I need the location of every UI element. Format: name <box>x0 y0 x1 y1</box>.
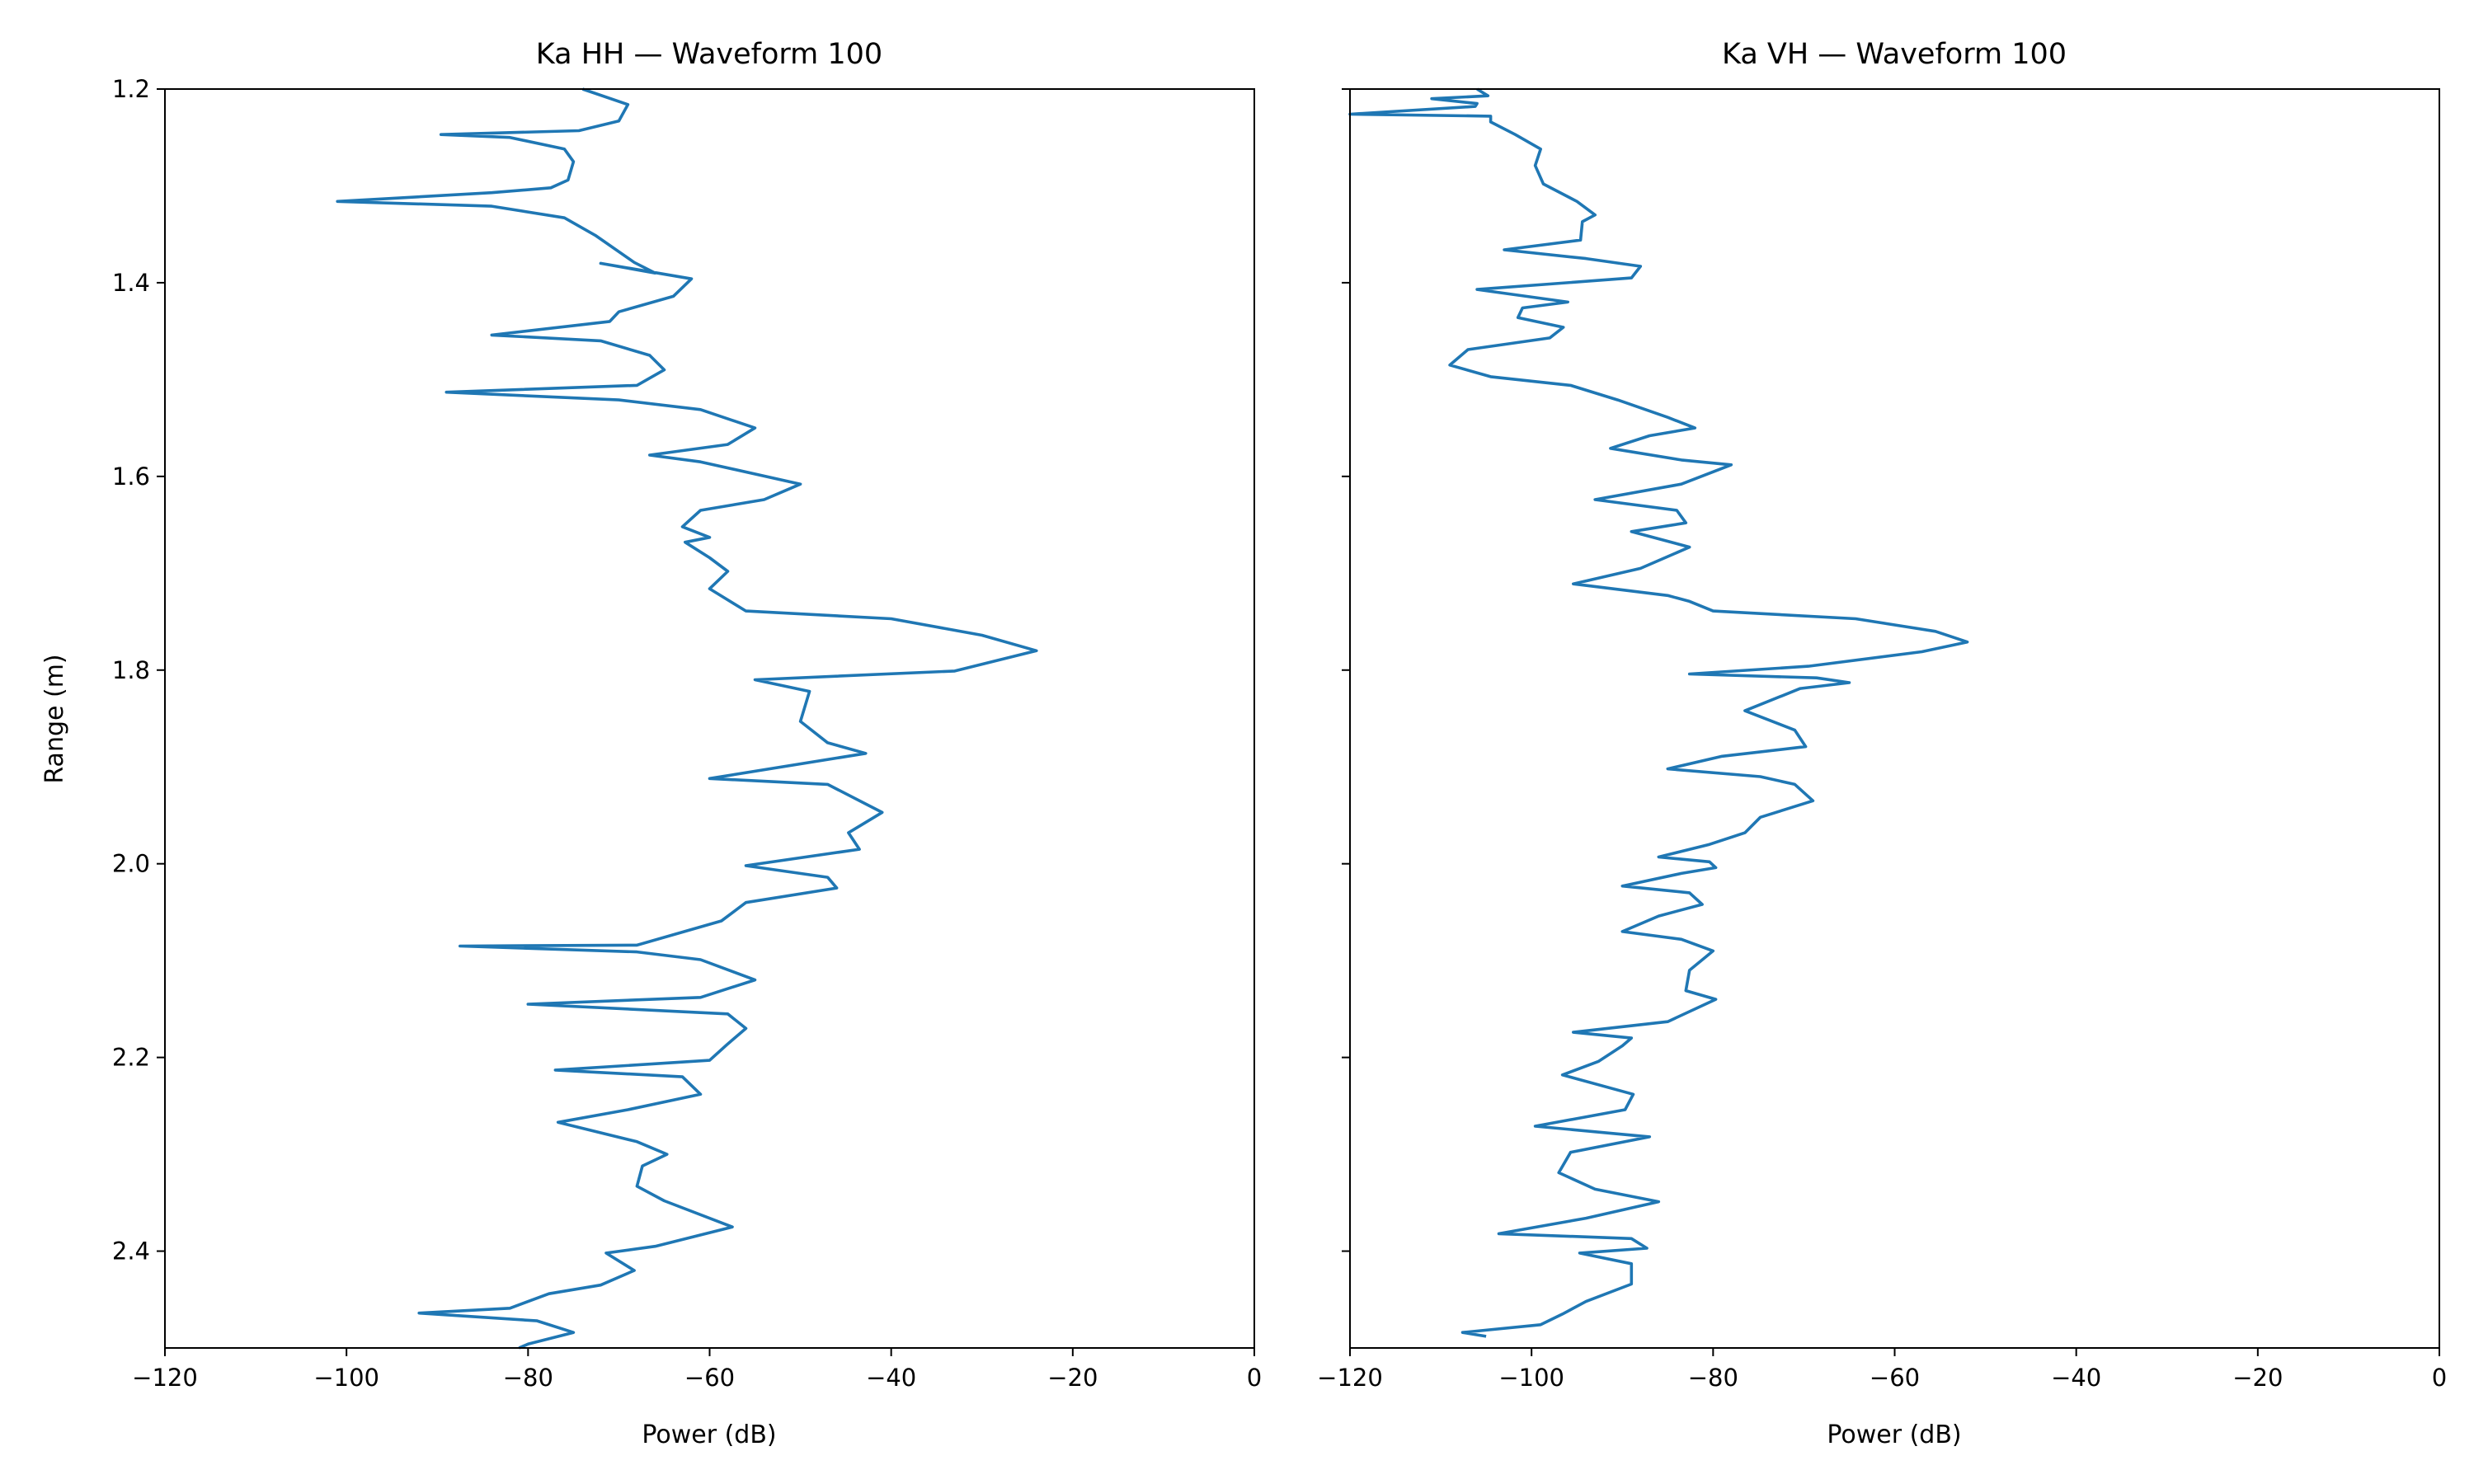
series-line-ka-hh <box>336 87 1038 1350</box>
y-tick-label: 1.4 <box>112 269 150 297</box>
x-axis-label: Power (dB) <box>642 1421 776 1449</box>
y-axis-label: Range (m) <box>40 654 69 783</box>
x-tick-label: −60 <box>684 1364 735 1392</box>
y-tick-label: 1.6 <box>112 463 150 491</box>
x-tick-label: −60 <box>1870 1364 1920 1392</box>
x-axis-label: Power (dB) <box>1827 1421 1961 1449</box>
y-tick-label: 2.4 <box>112 1237 150 1266</box>
panel-ka-vh: Ka VH — Waveform 100 Power (dB) −120 −100… <box>1317 38 2447 1449</box>
x-tick-label: −40 <box>866 1364 916 1392</box>
axes-frame <box>164 88 1255 1349</box>
x-tick-label: −100 <box>1498 1364 1564 1392</box>
chart-title: Ka VH — Waveform 100 <box>1722 38 2067 71</box>
x-tick-label: 0 <box>2432 1364 2447 1392</box>
axes-frame <box>1349 88 2440 1349</box>
y-tick-label: 1.2 <box>112 75 150 103</box>
x-tick-label: −120 <box>1317 1364 1383 1392</box>
y-tick-label: 1.8 <box>112 656 150 684</box>
y-tick-label: 2.2 <box>112 1044 150 1072</box>
x-tick-label: −20 <box>2232 1364 2283 1392</box>
x-tick-label: −20 <box>1047 1364 1098 1392</box>
series-line-ka-vh <box>1348 87 1969 1338</box>
x-tick-label: −100 <box>313 1364 379 1392</box>
x-tick-label: 0 <box>1247 1364 1262 1392</box>
panel-ka-hh: Ka HH — Waveform 100 Power (dB) Range (m… <box>40 38 1262 1449</box>
x-tick-label: −120 <box>132 1364 198 1392</box>
x-tick-label: −80 <box>1688 1364 1738 1392</box>
x-tick-label: −40 <box>2051 1364 2101 1392</box>
x-tick-label: −80 <box>503 1364 553 1392</box>
y-tick-label: 2.0 <box>112 850 150 878</box>
chart-title: Ka HH — Waveform 100 <box>536 38 882 71</box>
